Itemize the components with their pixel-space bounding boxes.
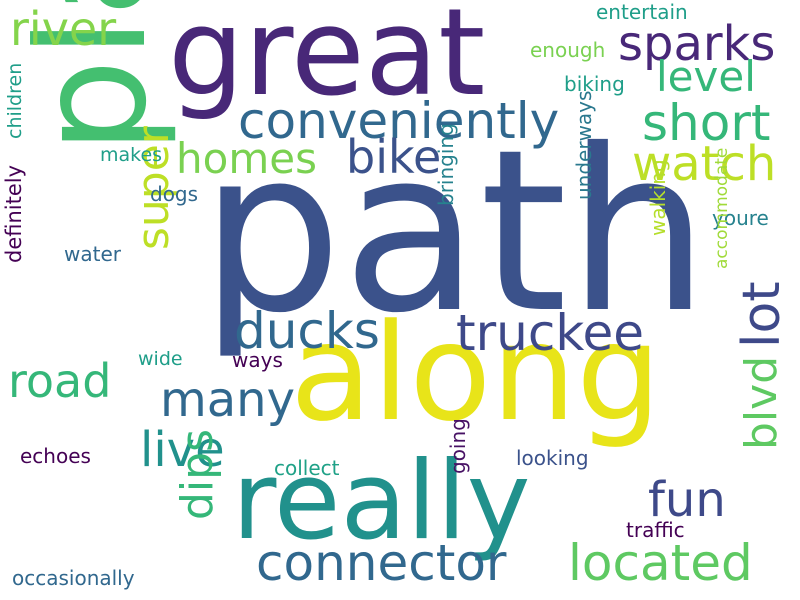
word-blvd: blvd (736, 355, 787, 450)
word-sparks: sparks (618, 16, 776, 72)
word-going: going (446, 418, 470, 474)
word-children: children (4, 62, 26, 139)
word-fun: fun (648, 472, 726, 528)
word-bringing: bringing (434, 123, 458, 206)
word-truckee: truckee (456, 304, 645, 362)
word-water: water (64, 242, 121, 266)
word-conveniently: conveniently (238, 92, 560, 150)
word-lot: lot (732, 281, 792, 348)
word-accommodate: accommodate (712, 147, 732, 269)
word-wide: wide (138, 348, 183, 370)
word-along: along (290, 295, 662, 451)
word-traffic: traffic (626, 518, 685, 542)
word-biking: biking (564, 72, 625, 96)
word-road: road (8, 354, 112, 408)
word-bike: bike (346, 130, 442, 184)
word-collect: collect (274, 456, 340, 480)
word-youre: youre (712, 206, 769, 230)
word-ducks: ducks (234, 302, 380, 360)
word-river: river (10, 2, 117, 56)
word-many: many (160, 372, 295, 428)
word-looking: looking (516, 446, 589, 470)
word-located: located (568, 534, 753, 592)
word-echoes: echoes (20, 444, 91, 468)
word-entertain: entertain (596, 0, 688, 24)
word-ways: ways (232, 348, 283, 372)
word-level: level (656, 52, 756, 101)
word-underways: underways (572, 90, 596, 200)
word-watch: watch (632, 136, 777, 192)
word-really: really (232, 439, 531, 564)
word-enough: enough (530, 38, 606, 62)
word-makes: makes (100, 144, 163, 166)
word-occasionally: occasionally (12, 566, 135, 590)
word-homes: homes (176, 134, 317, 183)
word-path: path (200, 101, 710, 362)
word-live: live (140, 422, 225, 478)
word-dips: dips (172, 428, 223, 520)
word-short: short (642, 94, 771, 152)
word-connector: connector (256, 534, 507, 592)
word-definitely: definitely (2, 164, 26, 263)
word-dogs: dogs (150, 182, 199, 206)
word-walking: walking (646, 159, 670, 236)
word-great: great (168, 0, 486, 123)
